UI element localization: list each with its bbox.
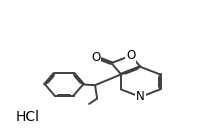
Text: O: O xyxy=(91,51,100,64)
Text: O: O xyxy=(126,49,135,62)
Text: HCl: HCl xyxy=(15,110,39,124)
Text: N: N xyxy=(136,90,144,103)
